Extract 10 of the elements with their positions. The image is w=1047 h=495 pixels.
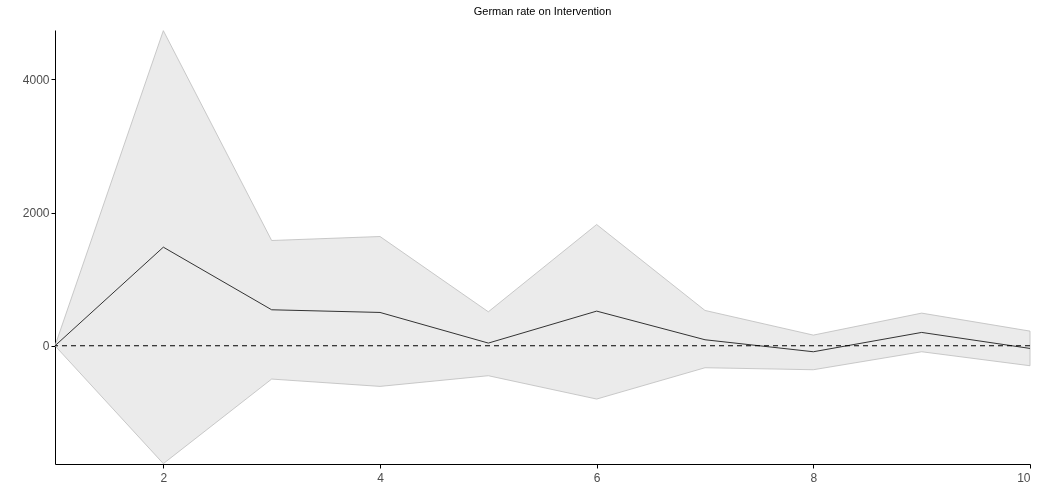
x-tick-label: 10: [1017, 470, 1031, 485]
y-tick-label: 4000: [22, 72, 50, 87]
y-tick-label: 0: [42, 339, 50, 354]
chart-title: German rate on Intervention: [473, 5, 612, 18]
x-tick-label: 2: [160, 470, 168, 485]
line-series: [54, 246, 1031, 353]
y-tick-label: 2000: [22, 206, 50, 221]
x-tick-label: 6: [593, 470, 601, 485]
x-tick-label: 4: [377, 470, 385, 485]
x-tick-label: 8: [810, 470, 818, 485]
